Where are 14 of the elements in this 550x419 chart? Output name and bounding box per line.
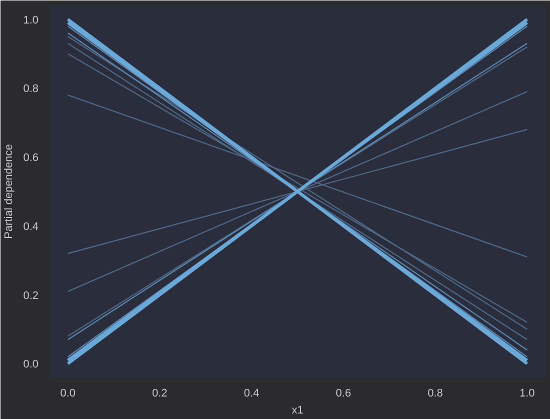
x-tick-label: 0.4 [244, 388, 260, 400]
x-tick-label: 0.8 [428, 388, 443, 400]
y-tick-label: 0.4 [23, 220, 39, 233]
y-tick-label: 0.6 [23, 152, 39, 164]
y-tick-label: 0.8 [23, 83, 39, 96]
x-tick-label: 0.2 [152, 388, 168, 400]
x-tick-label: 0.0 [60, 388, 76, 400]
x-axis-title: x1 [292, 404, 304, 416]
y-tick-label: 0.0 [23, 358, 39, 371]
x-tick-label: 1.0 [519, 388, 535, 400]
x-tick-label: 0.6 [336, 388, 352, 400]
y-axis-title: Partial dependence [3, 144, 16, 239]
y-tick-label: 0.2 [23, 290, 39, 302]
y-tick-label: 1.0 [23, 14, 39, 26]
